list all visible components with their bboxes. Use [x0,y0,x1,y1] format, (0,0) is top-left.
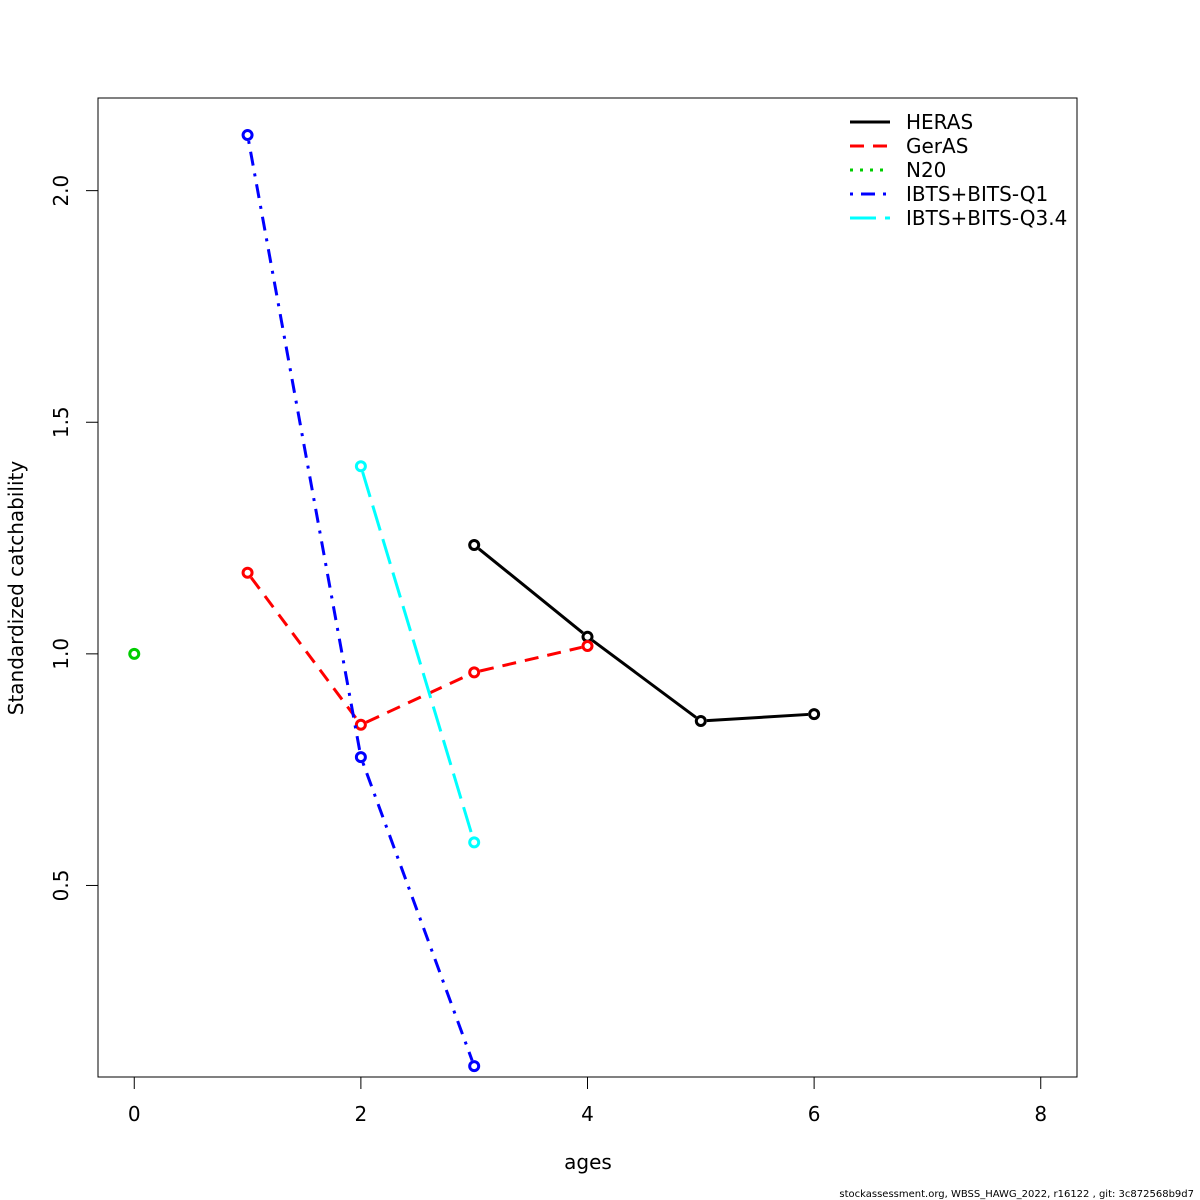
series-ibts-bits-q1 [241,129,481,1073]
legend-item: HERAS [850,110,973,134]
series-layer [128,129,821,1073]
legend-item: IBTS+BITS-Q1 [850,182,1048,206]
y-tick-label: 1.5 [49,406,73,438]
series-geras [241,566,594,731]
x-tick-label: 6 [808,1102,821,1126]
series-segment [247,140,362,752]
series-heras [468,539,821,728]
data-point [354,751,367,764]
series-ibts-bits-q3-4 [354,460,481,849]
legend-item: N20 [850,158,946,182]
series-segment [479,645,582,673]
y-axis-title: Standardized catchability [4,461,28,716]
y-axis: 0.5 1.0 1.5 2.0 [49,175,99,902]
series-segment [361,762,474,1061]
data-point [468,666,481,679]
series-segment [361,471,474,838]
legend-label: GerAS [906,134,968,158]
x-axis-title: ages [564,1150,612,1174]
series-segment [249,576,359,721]
data-point [241,129,254,142]
data-point [354,718,367,731]
y-tick-label: 2.0 [49,175,73,207]
y-tick-label: 0.5 [49,870,73,902]
legend-label: N20 [906,158,946,182]
legend-item: GerAS [850,134,968,158]
legend-label: HERAS [906,110,973,134]
data-point [468,1060,481,1073]
x-tick-label: 0 [128,1102,141,1126]
series-segment [591,639,697,719]
data-point [808,708,821,721]
plot-frame [97,97,1078,1078]
footer-caption: stockassessment.org, WBSS_HAWG_2022, r16… [839,1189,1194,1200]
x-tick-label: 2 [355,1102,368,1126]
x-tick-label: 4 [581,1102,594,1126]
legend-label: IBTS+BITS-Q1 [906,182,1048,206]
legend-item: IBTS+BITS-Q3.4 [850,206,1067,230]
data-point [581,630,594,643]
data-point [694,715,707,728]
series-n20 [128,647,141,660]
series-segment [706,712,809,723]
data-point [468,836,481,849]
data-point [241,566,254,579]
series-segment [365,673,470,724]
data-point [581,639,594,652]
x-axis: 0 2 4 6 8 [128,1076,1047,1126]
data-point [468,539,481,552]
data-point [354,460,367,473]
data-point [128,647,141,660]
y-tick-label: 1.0 [49,638,73,670]
series-segment [477,547,584,635]
x-tick-label: 8 [1034,1102,1047,1126]
legend-label: IBTS+BITS-Q3.4 [906,206,1067,230]
